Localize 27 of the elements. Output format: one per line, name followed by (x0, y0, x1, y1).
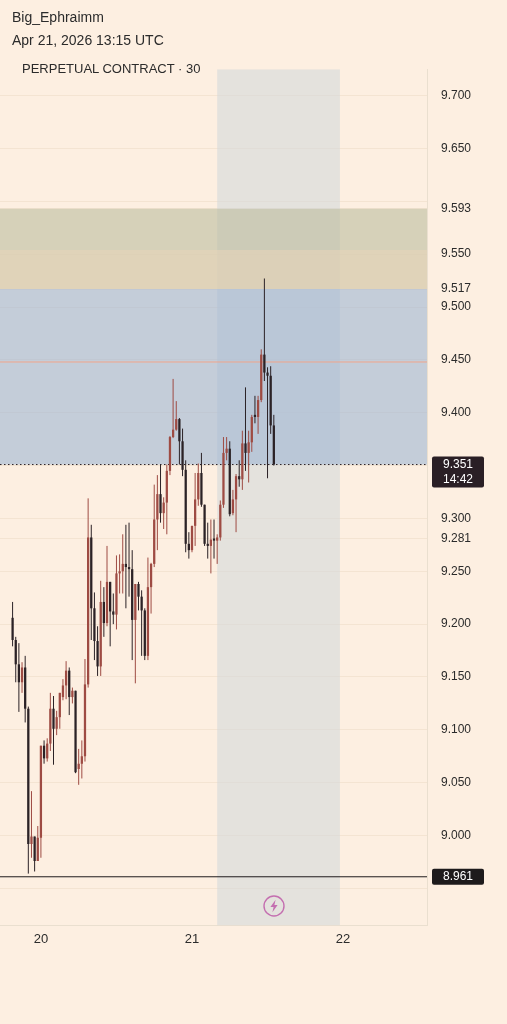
candlestick (30, 790, 33, 859)
y-tick-label: 9.250 (441, 563, 472, 578)
x-tick-label: 21 (184, 930, 200, 946)
x-tick-label: 22 (335, 930, 351, 946)
y-tick-label: 9.517 (441, 281, 472, 296)
y-tick-label: 9.100 (441, 722, 472, 737)
y-tick-label: 9.700 (441, 87, 472, 102)
ref-line-label: 9.351 14:42 (442, 456, 474, 486)
y-tick-label: 9.000 (441, 827, 472, 842)
y-tick-label: 9.500 (441, 299, 472, 314)
y-tick-label: 9.650 (441, 140, 472, 155)
y-tick-label: 9.300 (441, 510, 472, 525)
x-tick-label: 20 (33, 930, 49, 946)
chart-title: PERPETUAL CONTRACT · 30 (22, 61, 201, 76)
y-tick-label: 9.281 (441, 530, 472, 545)
y-tick-label: 9.150 (441, 669, 472, 684)
y-tick-label: 9.550 (441, 246, 472, 261)
text: Apr 21, 2026 13:15 UTC (12, 31, 164, 50)
y-tick-label: 9.450 (441, 352, 472, 367)
y-tick-label: 9.200 (441, 616, 472, 631)
text: Big_Ephraimm (12, 8, 105, 27)
candlestick (52, 695, 55, 766)
y-tick-label: 9.400 (441, 405, 472, 420)
candlestick (55, 710, 58, 736)
y-tick-label: 9.593 (441, 201, 472, 216)
ref-line-label: 8.961 (442, 869, 474, 884)
y-tick-label: 9.050 (441, 775, 472, 790)
